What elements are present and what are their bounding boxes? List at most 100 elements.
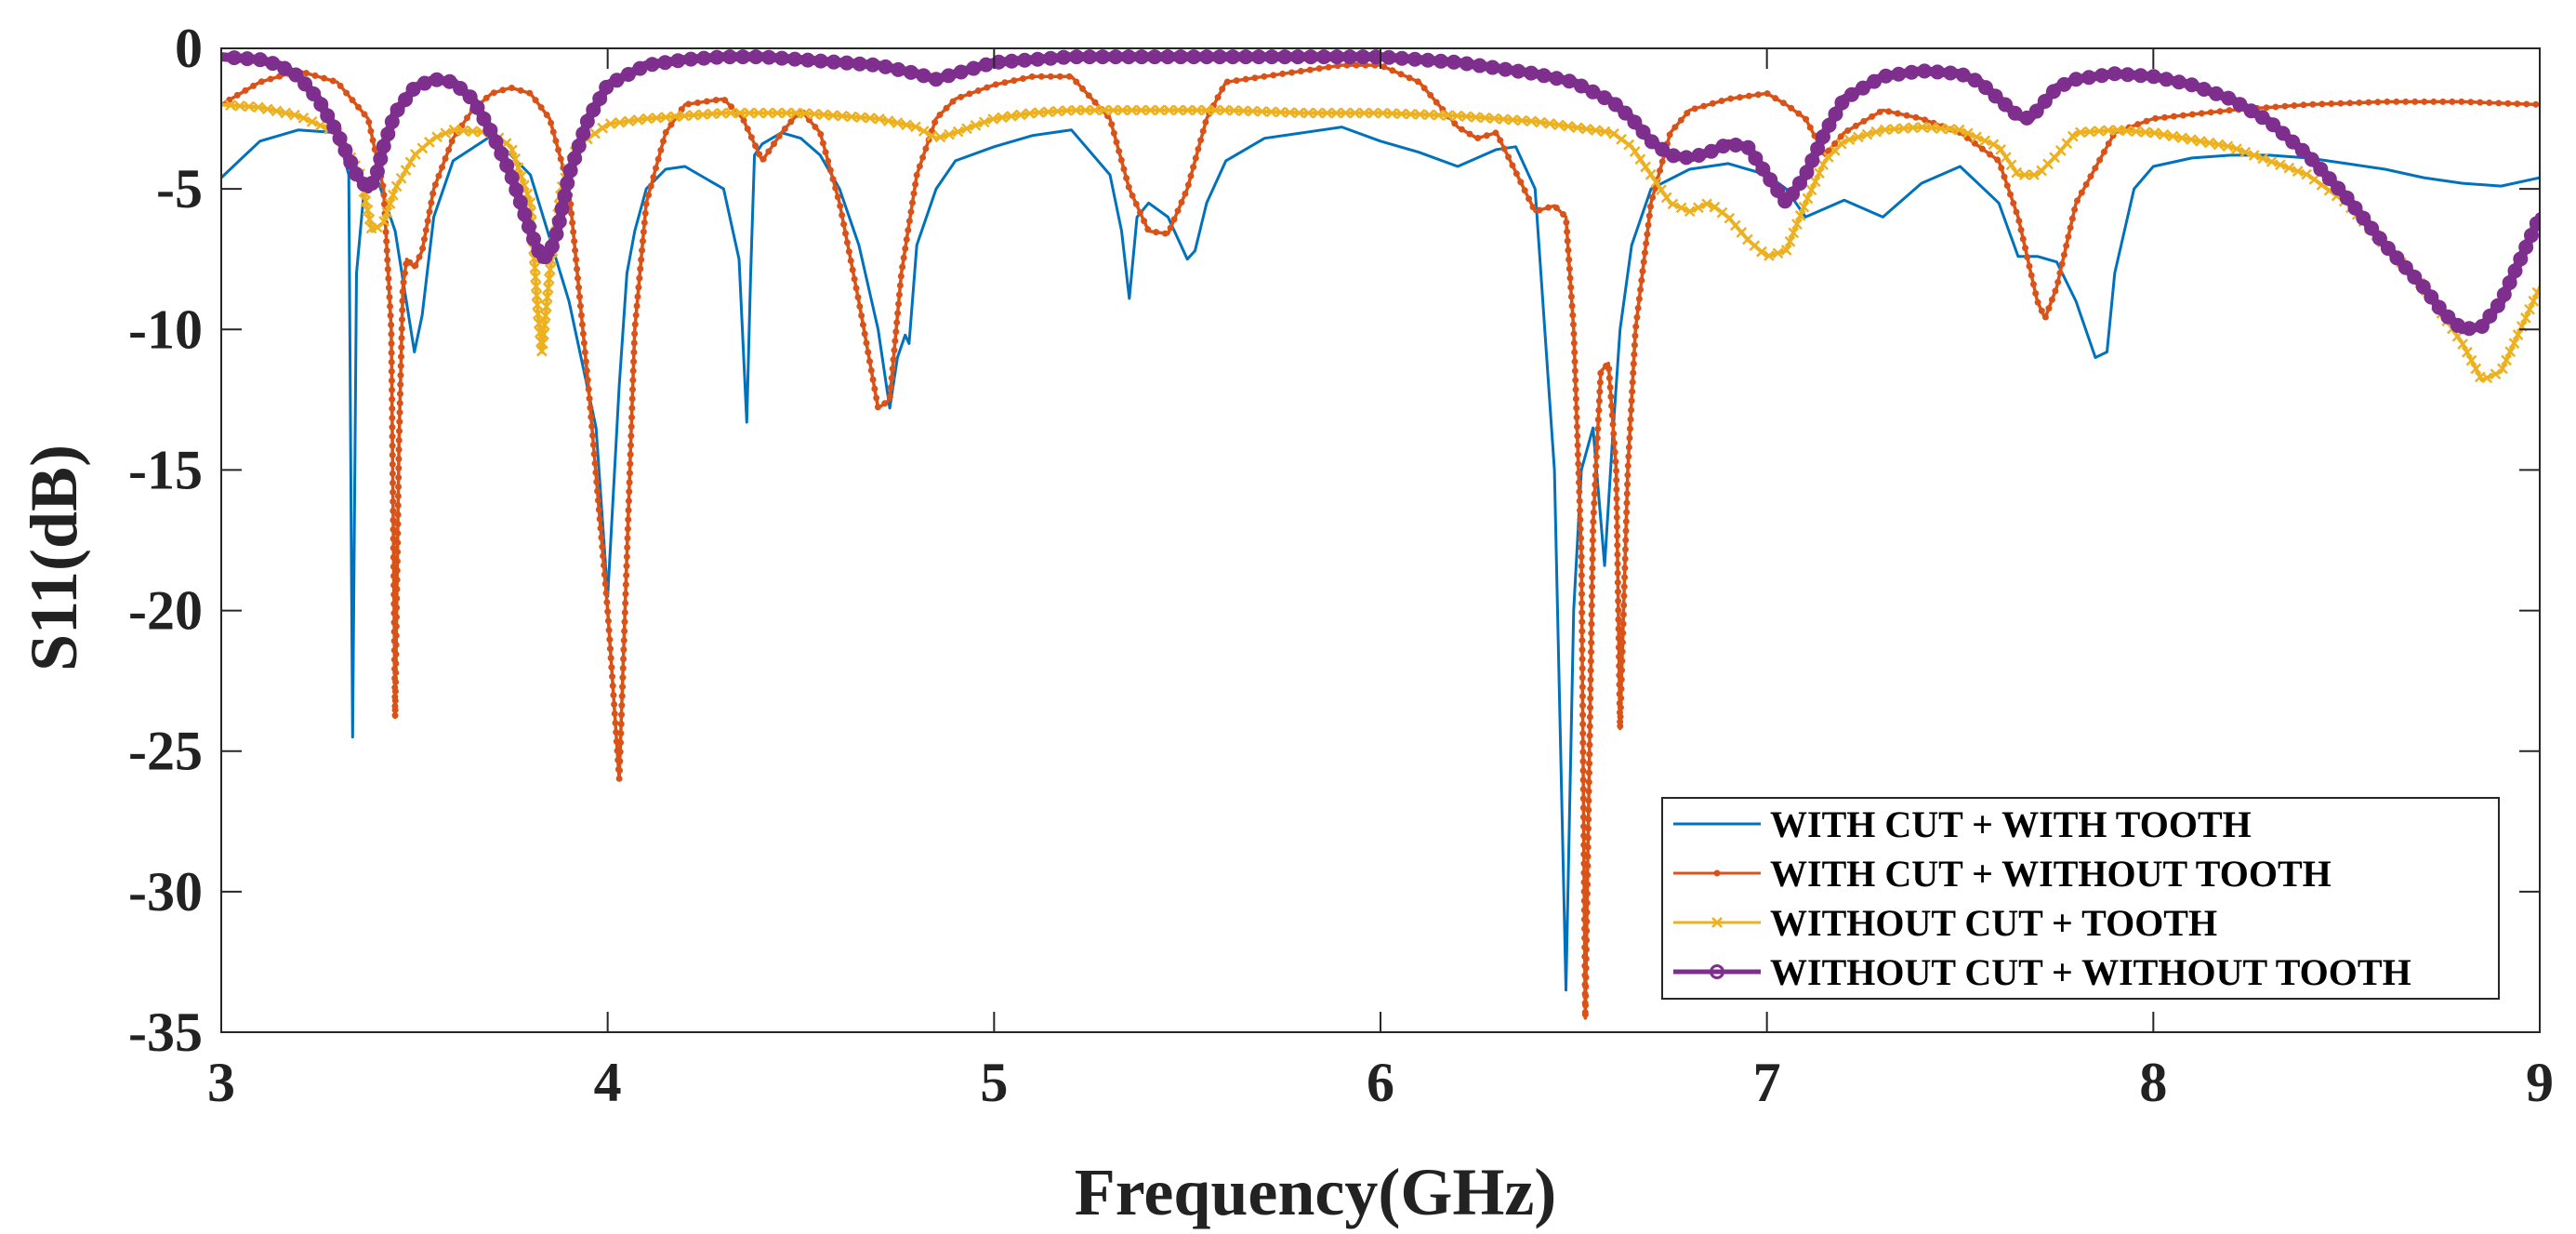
series-2-marker xyxy=(394,549,402,556)
series-3-marker xyxy=(2139,126,2151,138)
series-3-marker xyxy=(1791,219,1803,231)
series-3-marker xyxy=(2067,130,2079,142)
series-2-marker xyxy=(984,84,991,91)
series-2-marker xyxy=(617,730,625,737)
series-2-marker xyxy=(1591,490,1598,498)
series-2-marker xyxy=(1622,518,1630,525)
series-2-marker xyxy=(586,395,593,403)
series-2-marker xyxy=(856,303,864,311)
series-2-marker xyxy=(639,237,646,245)
series-3-marker xyxy=(540,300,552,312)
series-2-marker xyxy=(619,683,627,691)
series-2-marker xyxy=(390,498,397,505)
series-2-marker xyxy=(1589,555,1596,563)
series-2-marker xyxy=(1270,72,1277,79)
series-2-marker xyxy=(1116,148,1123,155)
x-tick-label: 5 xyxy=(980,1052,1008,1113)
series-2-marker xyxy=(590,450,598,458)
series-2-marker xyxy=(1056,73,1063,80)
series-4-marker xyxy=(306,86,322,101)
series-2-marker xyxy=(1567,284,1575,291)
series-3-marker xyxy=(2158,128,2170,140)
series-2-marker xyxy=(1592,481,1599,488)
series-2-marker xyxy=(577,312,585,319)
series-3-marker xyxy=(1571,122,1583,134)
series-4-marker xyxy=(2371,231,2387,246)
series-3-marker xyxy=(1312,107,1324,119)
series-3-marker xyxy=(837,110,848,122)
series-3-marker xyxy=(1498,113,1510,126)
series-2-marker xyxy=(1994,156,2001,164)
series-2-marker xyxy=(624,535,631,542)
series-4-marker xyxy=(320,108,336,124)
series-4-marker xyxy=(376,139,391,154)
series-2-marker xyxy=(1565,246,1572,254)
series-2-marker xyxy=(1621,574,1629,581)
series-2-marker xyxy=(635,284,642,291)
series-3-marker xyxy=(448,124,460,136)
series-2-marker xyxy=(2198,110,2205,117)
series-2-marker xyxy=(388,358,395,365)
series-2-marker xyxy=(1579,646,1586,654)
series-2-marker xyxy=(2067,224,2074,232)
series-3-marker xyxy=(1182,104,1194,116)
series-3-marker xyxy=(244,100,255,113)
series-3-marker xyxy=(589,127,601,139)
series-2-marker xyxy=(1573,423,1580,431)
series-3-marker xyxy=(697,109,709,121)
series-3-marker xyxy=(467,126,479,138)
series-2-marker xyxy=(396,391,403,398)
series-2-marker xyxy=(1614,532,1621,539)
series-2-marker xyxy=(1223,78,1231,86)
series-2-marker xyxy=(593,478,601,485)
series-3-marker xyxy=(1897,123,1909,134)
series-2-marker xyxy=(1592,471,1599,479)
series-4-marker xyxy=(1574,78,1590,94)
series-2-marker xyxy=(631,330,639,338)
series-2-marker xyxy=(2019,235,2027,243)
series-2-marker xyxy=(526,89,534,97)
series-4-marker xyxy=(1792,176,1808,192)
series-4-marker xyxy=(1770,182,1786,198)
series-2-marker xyxy=(1637,285,1645,293)
series-2-marker xyxy=(1167,224,1174,232)
series-2-marker xyxy=(389,386,396,393)
series-2-marker xyxy=(630,349,638,356)
series-2-marker xyxy=(919,153,927,161)
series-4-marker xyxy=(517,206,533,222)
series-2-marker xyxy=(1764,90,1771,98)
series-4-marker xyxy=(288,67,304,83)
series-3-marker xyxy=(2011,166,2023,179)
series-2-marker xyxy=(367,127,375,135)
series-2-marker xyxy=(1569,312,1577,319)
series-3-marker xyxy=(1935,123,1947,135)
series-2-marker xyxy=(1184,181,1192,189)
series-2-marker xyxy=(1566,274,1574,282)
series-2-marker xyxy=(394,502,402,510)
series-3-marker xyxy=(818,109,829,121)
series-3-marker xyxy=(2148,127,2160,139)
x-tick-label: 7 xyxy=(1753,1052,1781,1113)
series-3-marker xyxy=(431,131,443,143)
series-4-marker xyxy=(2321,171,2337,187)
series-2-marker xyxy=(2188,111,2196,118)
series-4-marker xyxy=(592,91,608,107)
series-2-marker xyxy=(1108,121,1116,128)
series-2-marker xyxy=(611,700,618,708)
series-2-marker xyxy=(392,632,400,640)
series-2-marker xyxy=(1621,546,1629,553)
series-3-marker xyxy=(1616,133,1627,145)
y-tick-label: -5 xyxy=(156,158,203,219)
series-2-marker xyxy=(388,339,395,347)
series-4-marker xyxy=(579,113,595,129)
series-2-marker xyxy=(1406,74,1413,82)
series-3-marker xyxy=(1237,105,1249,117)
series-2-marker xyxy=(641,209,649,217)
series-3-marker xyxy=(1580,123,1592,135)
series-2-marker xyxy=(1577,507,1584,514)
series-4-marker xyxy=(586,102,601,118)
series-3-marker xyxy=(1033,107,1045,118)
series-2-marker xyxy=(397,363,404,370)
series-2-marker xyxy=(1745,92,1752,100)
series-4-marker xyxy=(2496,286,2512,302)
